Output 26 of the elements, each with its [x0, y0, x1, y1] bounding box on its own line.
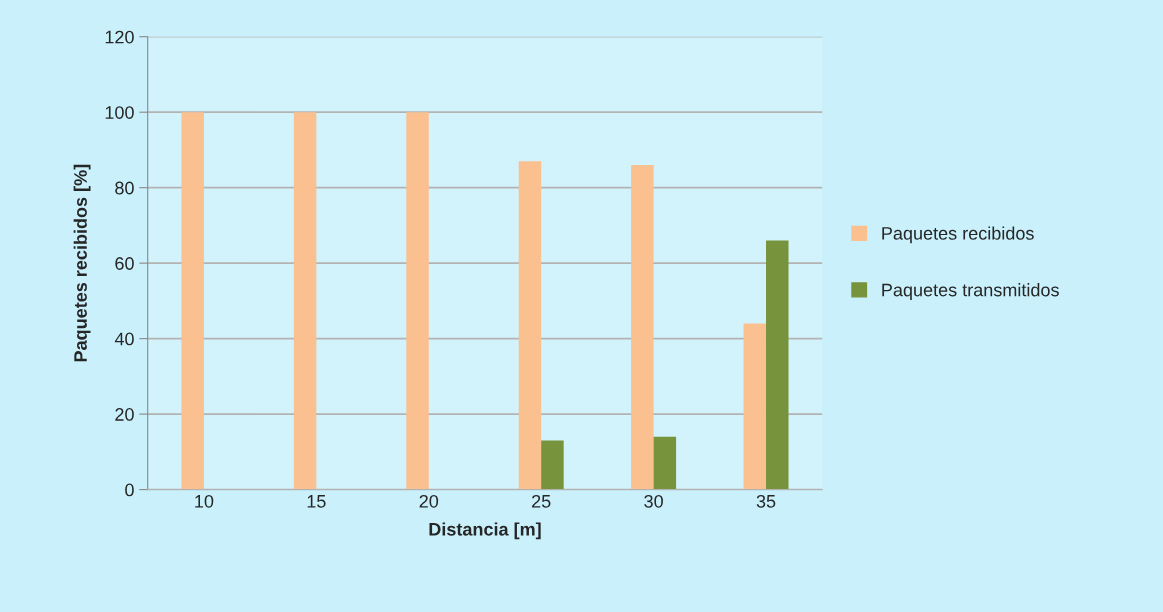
y-tick-label: 0 — [125, 483, 134, 497]
x-axis-title: Distancia [m] — [429, 522, 541, 540]
y-tick-label: 120 — [105, 30, 134, 44]
y-tick-label: 100 — [105, 106, 134, 119]
bar — [653, 436, 677, 490]
y-tick-label: 40 — [114, 332, 134, 346]
bar — [406, 112, 429, 490]
bar — [766, 240, 789, 490]
bar — [631, 165, 654, 490]
x-tick-label: 30 — [644, 494, 663, 508]
y-tick-label: 80 — [115, 181, 134, 195]
x-tick-label: 10 — [195, 494, 214, 508]
bar — [518, 161, 542, 490]
bar — [743, 323, 767, 490]
bar — [541, 440, 564, 490]
y-tick-label: 60 — [115, 257, 134, 270]
x-tick-label: 15 — [307, 495, 326, 508]
legend-label: Paquetes recibidos — [882, 226, 1034, 244]
bar — [181, 112, 204, 490]
x-tick-label: 35 — [756, 494, 776, 508]
y-axis-title: Paquetes recibidos [%] — [73, 164, 91, 362]
y-tick-label: 20 — [115, 408, 134, 421]
legend-label: Paquetes transmitidos — [882, 283, 1059, 300]
x-tick-label: 20 — [419, 494, 439, 508]
x-tick-label: 25 — [532, 494, 551, 508]
bar — [293, 112, 317, 490]
